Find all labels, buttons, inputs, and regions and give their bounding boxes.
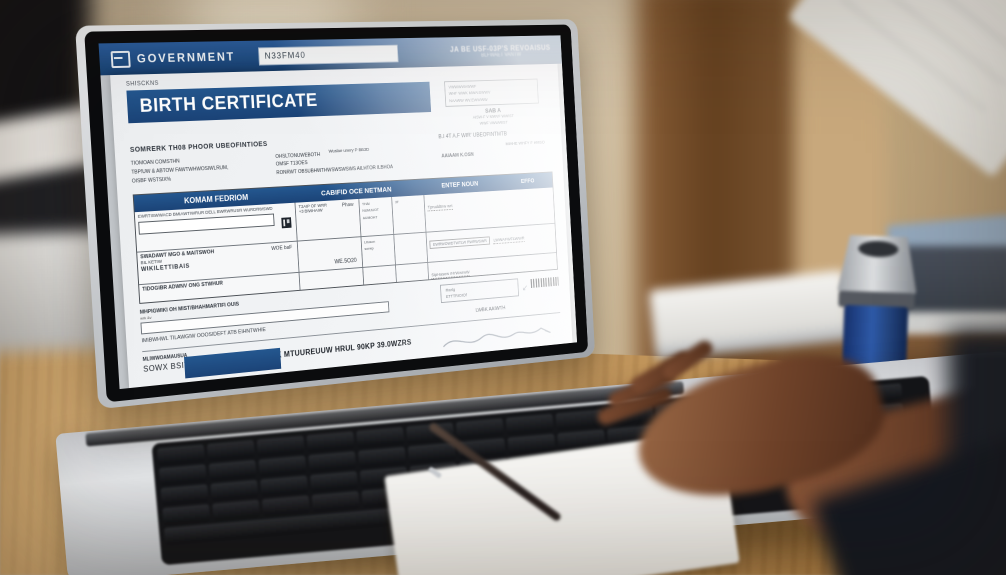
field-value: Tpruddtnw wrt (427, 204, 453, 212)
search-input[interactable]: N33FM40 (257, 44, 399, 66)
table-cell (299, 267, 365, 290)
paper-line (861, 0, 1006, 86)
stamp-icon (281, 216, 292, 228)
field-value: SipHasew rHrWwrwW (431, 270, 470, 279)
info-column-2: OHSLTONUWEBOTH Wuslae unery P BB3D OMSF … (275, 145, 442, 179)
topbar-right-text: JA BE USF-03P'S REVOAISUS BLFWAET VANTW (450, 43, 551, 59)
field-value: EWRWOWDTWTLW RWRWSWR (429, 236, 491, 249)
field-label: sorwp (364, 245, 374, 252)
paper-line (882, 0, 1006, 60)
search-value: N33FM40 (264, 50, 306, 61)
field-label: AUMOHT (362, 214, 378, 221)
column-header: EFFO (520, 177, 535, 185)
barcode-icon (530, 276, 559, 288)
field-label: LWBK AAIWTH (475, 305, 506, 314)
arrow-icon: ↙ (521, 282, 529, 292)
info-line: Wuslae unery P BB3D (328, 147, 370, 155)
info-box: VWWWWAWWF WHF WWK MWAISWWV NAAWW WV.EWWW… (444, 78, 539, 107)
table-cell (363, 264, 397, 285)
table-cell: Lituson sorwp (361, 234, 396, 268)
table-cell: T2AIP OF WRR +3 BIWHAIW Phaw (295, 198, 362, 242)
column-header: ENTEF NOUN (441, 180, 479, 190)
table-cell (395, 262, 430, 282)
field-label: Phaw (341, 201, 354, 209)
doc-subtitle: SOMRERK TH08 PHOOR UBEOFINTIOES (129, 140, 268, 154)
field-value: BR-K MTUUREUUW HRUL 90KP 39.0WZRS (262, 337, 412, 361)
table-cell: WE.5O20 (297, 236, 364, 273)
topbar-right-line2: BLFWAET VANTW (480, 51, 522, 59)
site-brand: GOVERNMENT (136, 49, 236, 66)
info-line: AAIAAM K.OSN (441, 151, 474, 159)
table-cell (394, 232, 429, 265)
laptop: GOVERNMENT N33FM40 JA BE USF-03P'S REVOA… (75, 19, 596, 410)
info-box-line: NAAWW WV.EWWWW (449, 96, 488, 103)
government-emblem-icon (110, 50, 131, 68)
field-value: WE.5O20 (334, 257, 357, 265)
info-column-3: MIAHE WHFY F HMSO AAIAAM K.OSN (441, 140, 552, 171)
official-box: Rwrlg ETTTRIOIOf (440, 277, 520, 304)
field-label: 3F (394, 198, 399, 204)
page-title: BIRTH CERTIFICATE (126, 81, 432, 124)
table-cell: 3F (392, 194, 427, 235)
screen-bezel: GOVERNMENT N33FM40 JA BE USF-03P'S REVOA… (84, 24, 589, 403)
book-pages (892, 312, 1006, 334)
doc-subtitle-right: B.I 4T A.F WIR' UBEOFINTMTB (438, 131, 508, 140)
field-value: LWWAFWFLWWR (493, 236, 525, 244)
laptop-screen: GOVERNMENT N33FM40 JA BE USF-03P'S REVOA… (98, 35, 578, 390)
certificate-document: SHISCKNS BIRTH CERTIFICATE VWWWWAWWF WHF… (110, 63, 573, 390)
table-cell: THAI NUMJUOT AUMOHT (359, 196, 395, 237)
signature-scribble (439, 319, 559, 359)
info-column-1: TIOMOAN COMSTHN TBPIUW & ABTOW FAWTWHWOS… (131, 153, 277, 187)
